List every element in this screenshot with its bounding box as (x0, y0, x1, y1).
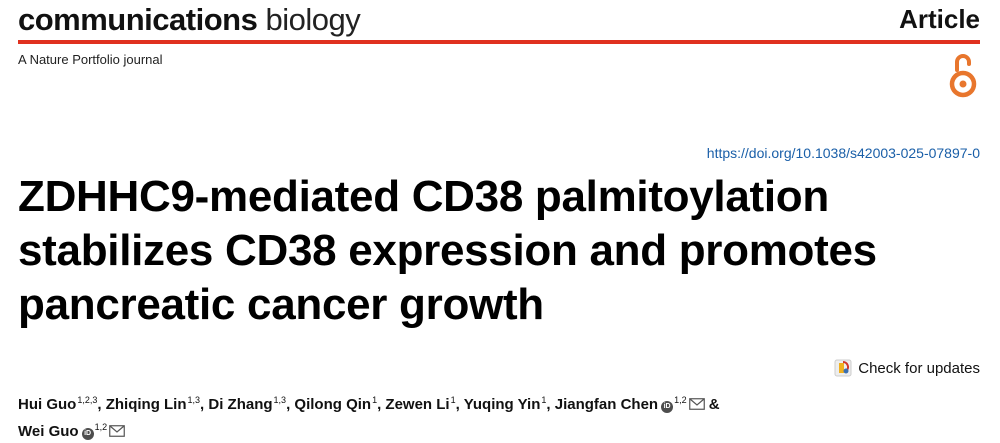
open-access-icon[interactable] (948, 48, 978, 100)
author-name: Hui Guo (18, 396, 77, 413)
email-icon[interactable] (688, 398, 705, 410)
author-affiliation: 1,2,3 (77, 395, 98, 405)
author[interactable]: Hui Guo1,2,3 (18, 395, 98, 413)
author-affiliation: 1,3 (187, 395, 201, 405)
author-affiliation: 1,2 (94, 422, 108, 432)
orcid-icon[interactable]: iD (661, 401, 674, 413)
author-name: Qilong Qin (294, 396, 372, 413)
check-updates-label: Check for updates (858, 359, 980, 377)
author-affiliation: 1,3 (273, 395, 287, 405)
article-title: ZDHHC9-mediated CD38 palmitoylation stab… (18, 170, 993, 332)
author[interactable]: Qilong Qin1 (294, 395, 378, 413)
orcid-icon[interactable]: iD (81, 428, 94, 440)
author-list: Hui Guo1,2,3, Zhiqing Lin1,3, Di Zhang1,… (18, 395, 720, 440)
author-name: Zhiqing Lin (105, 396, 187, 413)
author-name: Di Zhang (208, 396, 273, 413)
title-line-2: stabilizes CD38 expression and promotes (18, 226, 877, 275)
check-updates-icon (834, 359, 852, 377)
header-rule (18, 40, 980, 44)
title-line-3: pancreatic cancer growth (18, 280, 544, 329)
journal-name-bold: communications (18, 2, 258, 37)
email-icon[interactable] (109, 425, 125, 437)
author[interactable]: Yuqing Yin1 (463, 395, 547, 413)
author-affiliation: 1 (541, 395, 547, 405)
author-affiliation: 1 (372, 395, 378, 405)
portfolio-tagline: A Nature Portfolio journal (18, 52, 163, 67)
title-line-1: ZDHHC9-mediated CD38 palmitoylation (18, 172, 829, 221)
check-for-updates-button[interactable]: Check for updates (834, 359, 980, 377)
author-affiliation: 1,2 (674, 395, 687, 405)
author[interactable]: Zewen Li1 (385, 395, 456, 413)
journal-name: communications biology (18, 2, 361, 38)
author-ampersand: & (708, 396, 720, 413)
author-name: Yuqing Yin (463, 396, 541, 413)
author-name: Zewen Li (385, 396, 450, 413)
author-name: Wei Guo (18, 423, 79, 440)
author-affiliation: 1 (450, 395, 456, 405)
author[interactable]: Wei Guo iD1,2 (18, 422, 125, 440)
author[interactable]: Di Zhang1,3 (208, 395, 287, 413)
doi-link[interactable]: https://doi.org/10.1038/s42003-025-07897… (706, 145, 980, 161)
author[interactable]: Jiangfan Chen iD1,2 (554, 395, 705, 413)
author-name: Jiangfan Chen (554, 396, 659, 413)
journal-name-light: biology (265, 2, 361, 37)
author[interactable]: Zhiqing Lin1,3 (105, 395, 201, 413)
article-type: Article (899, 4, 980, 34)
